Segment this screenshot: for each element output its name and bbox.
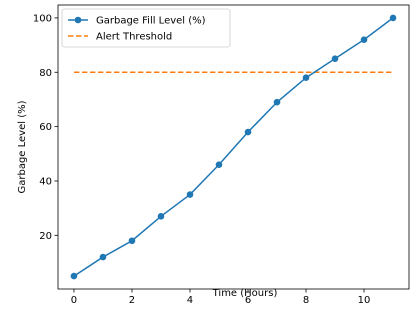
axes-frame [57,4,410,290]
data-point [157,213,165,220]
x-tick-label: 4 [187,295,193,306]
fill-level-line [73,17,394,277]
x-tick-label: 10 [358,295,371,306]
legend-label-fill-level: Garbage Fill Level (%) [96,16,206,27]
y-tick-label: 40 [39,176,52,187]
data-point [244,128,252,136]
data-point [273,98,281,106]
data-point [302,74,310,81]
data-point [128,237,136,245]
x-tick-label: 8 [303,295,309,306]
legend-marker-fill-level [74,16,82,24]
y-tick-label: 80 [39,68,52,79]
x-tick-label: 6 [245,295,251,306]
data-point [186,191,194,198]
y-tick-label: 20 [39,231,52,242]
x-tick-label: 0 [71,295,77,306]
x-axis-label: Time (Hours) [212,288,278,299]
x-tick-label: 2 [129,295,135,306]
legend: Garbage Fill Level (%) Alert Threshold [61,8,231,48]
data-point [360,36,368,43]
plot-area [70,14,397,280]
y-tick-label: 60 [39,122,52,133]
legend-label-threshold: Alert Threshold [96,32,172,43]
axes: 0 2 4 6 8 10 20 40 60 80 100 [33,4,410,306]
y-tick-label: 100 [33,13,52,24]
data-point [331,55,339,62]
data-point [389,14,397,22]
legend-box [61,8,231,48]
data-point [99,253,107,261]
data-point [70,272,78,280]
data-point [215,161,223,168]
y-axis-label: Garbage Level (%) [17,100,28,193]
